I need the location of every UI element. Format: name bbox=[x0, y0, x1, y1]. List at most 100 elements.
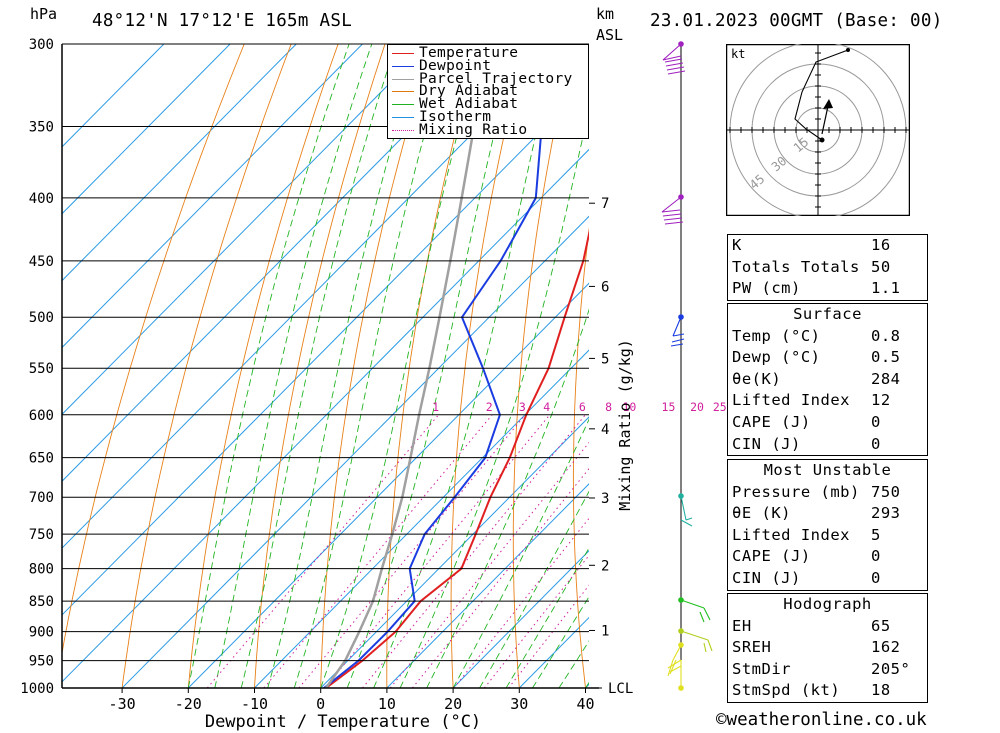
most-unstable-row: Pressure (mb) 750 bbox=[728, 482, 927, 504]
isotherm-line bbox=[62, 44, 496, 482]
pressure-tick-label: 300 bbox=[29, 37, 54, 53]
legend-item: Wet Adiabat bbox=[388, 96, 588, 113]
surface-value: 0.8 bbox=[871, 326, 901, 345]
pressure-tick-label: 700 bbox=[29, 490, 54, 506]
dry-adiabat-line bbox=[62, 44, 245, 656]
mixing-ratio-line bbox=[298, 414, 526, 688]
hodograph-stat-value: 205° bbox=[871, 659, 911, 678]
isotherm-line bbox=[62, 44, 363, 349]
km-tick-label: 6 bbox=[601, 279, 609, 295]
index-label: PW (cm) bbox=[732, 279, 801, 298]
most-unstable-table: Most Unstable Pressure (mb) 750 θE (K) 293 L… bbox=[727, 459, 928, 591]
x-tick-label: -10 bbox=[241, 695, 268, 713]
pressure-tick-label: 650 bbox=[29, 451, 54, 467]
legend-label: Isotherm bbox=[419, 109, 492, 125]
wet-adiabat-line bbox=[399, 107, 589, 688]
x-tick-label: 20 bbox=[444, 695, 462, 713]
most-unstable-value: 0 bbox=[871, 568, 881, 587]
mixing-ratio-line bbox=[389, 441, 589, 688]
index-label: Totals Totals bbox=[732, 257, 860, 276]
index-value: 1.1 bbox=[871, 279, 901, 298]
mixing-ratio-label: 1 bbox=[432, 400, 439, 414]
hodograph-stats-table: Hodograph EH 65 SREH 162 StmDir 205° StmSpd (k… bbox=[727, 593, 928, 703]
most-unstable-label: Lifted Index bbox=[732, 525, 850, 544]
hodograph-trace-start bbox=[819, 137, 825, 143]
wind-barb bbox=[680, 599, 711, 623]
storm-motion-arrowhead bbox=[823, 99, 833, 109]
mixing-ratio-label: 4 bbox=[543, 400, 550, 414]
index-value: 16 bbox=[871, 236, 891, 254]
surface-label: CIN (J) bbox=[732, 434, 801, 453]
legend-label: Temperature bbox=[419, 45, 519, 61]
legend-swatch bbox=[392, 117, 414, 118]
dry-adiabat-line bbox=[995, 44, 1000, 688]
surface-value: 0 bbox=[871, 412, 881, 431]
most-unstable-value: 0 bbox=[871, 547, 881, 566]
mixing-ratio-label: 25 bbox=[713, 400, 727, 414]
hodograph-stat-row: EH 65 bbox=[728, 616, 927, 638]
temperature-profile bbox=[325, 229, 589, 688]
legend-swatch bbox=[392, 65, 414, 67]
wind-barb bbox=[680, 495, 693, 527]
hodograph-ring-label: 15 bbox=[790, 134, 811, 155]
legend-item: Isotherm bbox=[388, 109, 588, 125]
isotherm-line bbox=[452, 550, 589, 688]
wind-barb bbox=[667, 659, 682, 688]
hodograph-unit-label: kt bbox=[731, 47, 745, 61]
surface-row: θe(K) 284 bbox=[728, 369, 927, 391]
isotherm-line bbox=[62, 148, 589, 683]
footer-credit[interactable]: ©weatheronline.co.uk bbox=[716, 710, 927, 730]
wet-adiabat-line bbox=[293, 44, 451, 688]
pressure-tick-label: 850 bbox=[29, 594, 54, 610]
most-unstable-value: 750 bbox=[871, 482, 901, 501]
wind-barb bbox=[670, 316, 685, 347]
mixing-ratio-label: 2 bbox=[486, 400, 493, 414]
most-unstable-label: Pressure (mb) bbox=[732, 482, 860, 501]
most-unstable-label: CIN (J) bbox=[732, 568, 801, 587]
legend-item: Temperature bbox=[388, 45, 588, 61]
hodograph-stat-row: StmSpd (kt) 18 bbox=[728, 680, 927, 702]
surface-row: Temp (°C) 0.8 bbox=[728, 326, 927, 348]
lcl-label: LCL bbox=[608, 681, 633, 697]
isotherm-line bbox=[62, 44, 297, 282]
most-unstable-label: CAPE (J) bbox=[732, 547, 811, 566]
isotherm-line bbox=[62, 81, 589, 616]
legend-label: Parcel Trajectory bbox=[419, 70, 573, 87]
surface-label: Temp (°C) bbox=[732, 326, 821, 345]
surface-title: Surface bbox=[793, 305, 862, 323]
legend-swatch bbox=[392, 104, 414, 106]
legend-swatch bbox=[392, 78, 414, 80]
wind-barb bbox=[680, 630, 713, 653]
wind-barb bbox=[661, 196, 684, 225]
x-tick-label: 40 bbox=[576, 695, 594, 713]
isotherm-line bbox=[62, 44, 430, 416]
most-unstable-row: CIN (J) 0 bbox=[728, 568, 927, 590]
hodograph-ring-label: 30 bbox=[768, 153, 789, 174]
hodograph-stat-label: StmDir bbox=[732, 659, 791, 678]
x-tick-label: -30 bbox=[109, 695, 136, 713]
legend-item: Dewpoint bbox=[388, 59, 588, 73]
hodograph-trace-end bbox=[846, 48, 850, 52]
x-tick-label: -20 bbox=[175, 695, 202, 713]
hodograph-stat-label: StmSpd (kt) bbox=[732, 681, 841, 700]
surface-value: 0 bbox=[871, 434, 881, 453]
mixing-ratio-line bbox=[362, 414, 586, 688]
hodograph-stats-title: Hodograph bbox=[783, 595, 872, 613]
most-unstable-row: θE (K) 293 bbox=[728, 503, 927, 525]
pressure-tick-label: 550 bbox=[29, 361, 54, 377]
km-label: km bbox=[596, 5, 615, 23]
surface-label: Lifted Index bbox=[732, 391, 850, 410]
pressure-tick-label: 450 bbox=[29, 254, 54, 270]
hodograph-ring-label: 45 bbox=[746, 171, 767, 192]
most-unstable-row: Lifted Index 5 bbox=[728, 525, 927, 547]
wind-barb bbox=[662, 43, 686, 75]
mixing-ratio-line bbox=[412, 467, 589, 688]
legend-label: Dry Adiabat bbox=[419, 83, 519, 100]
dry-adiabat-line bbox=[947, 44, 1000, 688]
legend-label: Wet Adiabat bbox=[419, 96, 519, 113]
index-label: K bbox=[732, 236, 742, 254]
surface-value: 0.5 bbox=[871, 348, 901, 367]
km-tick-label: 4 bbox=[601, 422, 609, 438]
hodograph-stat-row: SREH 162 bbox=[728, 637, 927, 659]
mixing-ratio-label: 20 bbox=[690, 400, 704, 414]
